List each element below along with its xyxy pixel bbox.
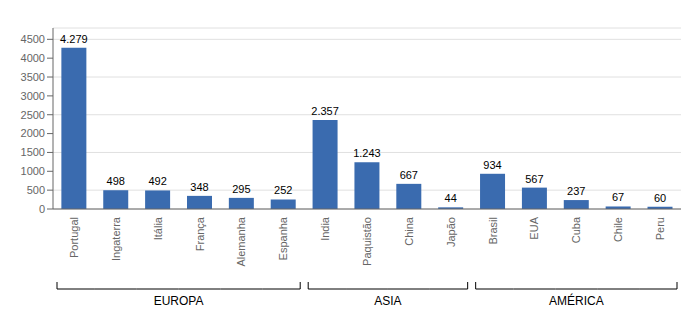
svg-text:237: 237 [567, 185, 585, 197]
svg-text:1500: 1500 [21, 146, 45, 158]
svg-text:Japão: Japão [445, 217, 457, 247]
svg-text:ASIA: ASIA [374, 294, 401, 308]
svg-text:1000: 1000 [21, 165, 45, 177]
svg-text:2500: 2500 [21, 109, 45, 121]
svg-text:4.279: 4.279 [60, 33, 88, 45]
svg-text:Paquistão: Paquistão [361, 217, 373, 266]
svg-text:Portugal: Portugal [68, 217, 80, 258]
svg-text:500: 500 [27, 184, 45, 196]
svg-text:AMÉRICA: AMÉRICA [549, 293, 604, 308]
svg-text:3500: 3500 [21, 71, 45, 83]
svg-text:252: 252 [274, 184, 292, 196]
svg-text:Peru: Peru [654, 217, 666, 240]
svg-text:2000: 2000 [21, 127, 45, 139]
svg-text:4000: 4000 [21, 52, 45, 64]
svg-text:667: 667 [400, 169, 418, 181]
svg-text:Chile: Chile [612, 217, 624, 242]
svg-text:Ingaterra: Ingaterra [110, 216, 122, 261]
svg-text:Itália: Itália [152, 216, 164, 240]
svg-text:0: 0 [39, 203, 45, 215]
svg-text:498: 498 [107, 175, 125, 187]
svg-text:1.243: 1.243 [353, 147, 381, 159]
svg-text:44: 44 [445, 192, 457, 204]
svg-text:348: 348 [190, 181, 208, 193]
svg-text:Espanha: Espanha [277, 216, 289, 260]
svg-text:67: 67 [612, 191, 624, 203]
svg-text:Brasil: Brasil [487, 217, 499, 245]
svg-text:567: 567 [525, 173, 543, 185]
svg-text:Alemanha: Alemanha [235, 216, 247, 266]
svg-text:3000: 3000 [21, 90, 45, 102]
svg-text:295: 295 [232, 183, 250, 195]
svg-text:EUROPA: EUROPA [154, 294, 204, 308]
svg-text:60: 60 [654, 192, 666, 204]
svg-text:4500: 4500 [21, 33, 45, 45]
svg-text:2.357: 2.357 [311, 105, 339, 117]
svg-text:934: 934 [483, 159, 501, 171]
svg-text:China: China [403, 216, 415, 246]
svg-text:França: França [194, 216, 206, 251]
svg-text:Cuba: Cuba [570, 216, 582, 243]
svg-text:EUA: EUA [528, 216, 540, 239]
svg-text:492: 492 [148, 175, 166, 187]
svg-text:India: India [319, 216, 331, 241]
